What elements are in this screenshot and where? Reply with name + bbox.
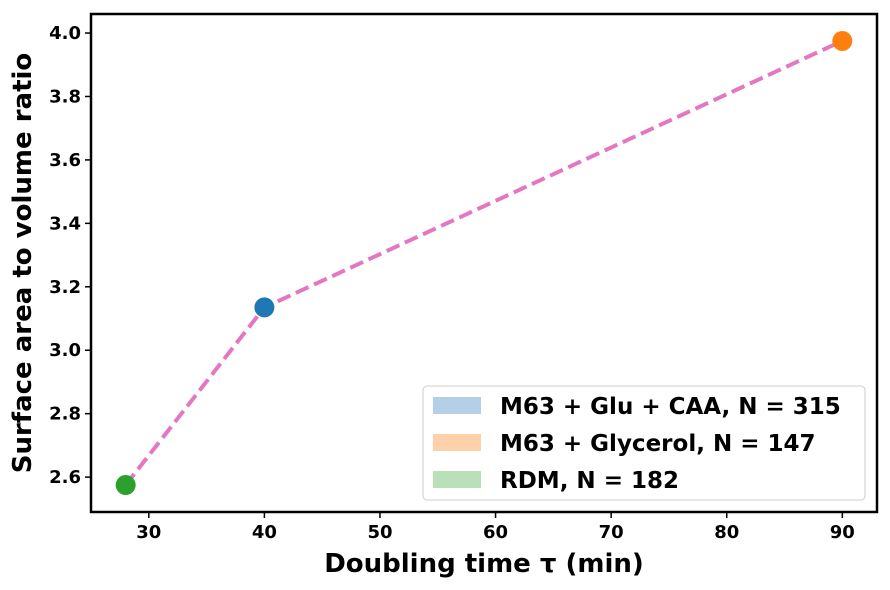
y-tick-label: 3.2 [49,277,81,298]
legend-swatch-0 [433,397,481,414]
legend: M63 + Glu + CAA, N = 315 M63 + Glycerol, … [422,385,866,501]
legend-box [422,385,866,501]
y-tick-label: 3.6 [49,150,81,171]
x-tick-label: 60 [483,522,508,543]
x-axis-ticks: 30 40 50 60 70 80 90 [136,512,855,543]
y-tick-label: 2.6 [49,467,81,488]
x-tick-label: 50 [367,522,392,543]
data-points [115,30,853,496]
data-point-2 [115,475,136,496]
x-tick-label: 70 [599,522,624,543]
y-tick-label: 3.0 [49,340,81,361]
y-tick-label: 4.0 [49,23,81,44]
plot-frame [89,12,879,514]
data-point-0 [254,297,275,318]
x-tick-label: 80 [714,522,739,543]
x-axis-label: Doubling time τ (min) [324,549,644,579]
legend-label-0: M63 + Glu + CAA, N = 315 [500,394,841,420]
x-tick-label: 90 [830,522,855,543]
y-tick-label: 3.8 [49,86,81,107]
x-tick-label: 30 [136,522,161,543]
y-axis-ticks: 2.6 2.8 3.0 3.2 3.4 3.6 3.8 4.0 [49,23,91,488]
y-tick-label: 3.4 [49,213,81,234]
legend-swatch-2 [433,471,481,488]
data-point-1 [832,30,853,51]
y-tick-label: 2.8 [49,404,81,425]
legend-label-2: RDM, N = 182 [500,468,679,494]
y-axis-label: Surface area to volume ratio [8,53,38,474]
legend-label-1: M63 + Glycerol, N = 147 [500,431,816,457]
x-tick-label: 40 [252,522,277,543]
legend-swatch-1 [433,434,481,451]
